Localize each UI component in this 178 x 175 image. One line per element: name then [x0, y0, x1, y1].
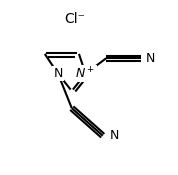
Text: $N^+$: $N^+$	[75, 66, 96, 81]
Text: N: N	[109, 129, 119, 142]
Text: N: N	[146, 52, 155, 65]
Text: N: N	[53, 67, 63, 80]
Text: Cl⁻: Cl⁻	[65, 12, 86, 26]
